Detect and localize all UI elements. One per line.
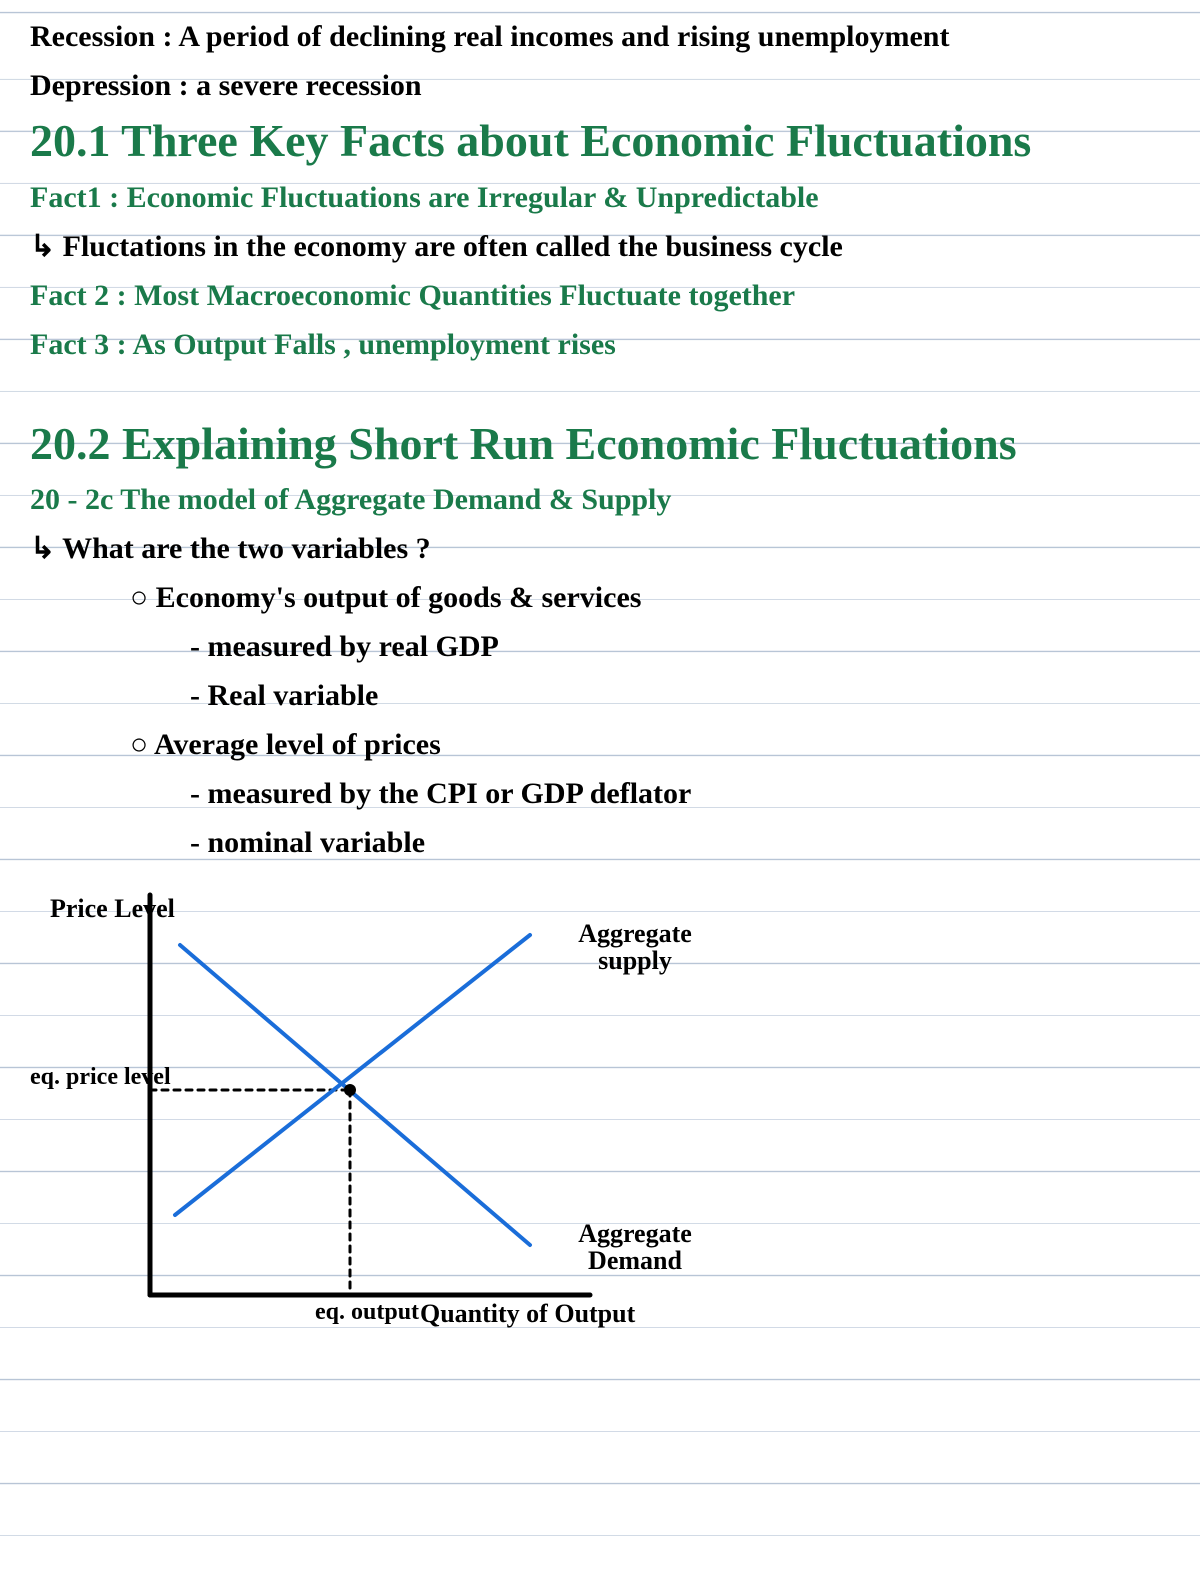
demand-label: Aggregate Demand (540, 1220, 730, 1275)
var2: ○ Average level of prices (30, 722, 1170, 767)
notes-content: Recession : A period of declining real i… (0, 0, 1200, 1355)
var2b: - nominal variable (30, 820, 1170, 865)
y-axis-label: Price Level (50, 895, 175, 922)
def-recession: Recession : A period of declining real i… (30, 14, 1170, 59)
var1b: - Real variable (30, 673, 1170, 718)
fact-1: Fact1 : Economic Fluctuations are Irregu… (30, 175, 1170, 220)
fact-1-note: ↳ Fluctations in the economy are often c… (30, 224, 1170, 269)
var1: ○ Economy's output of goods & services (30, 575, 1170, 620)
section-20-2c: 20 - 2c The model of Aggregate Demand & … (30, 477, 1170, 522)
x-axis-label: Quantity of Output (420, 1300, 635, 1327)
var2a: - measured by the CPI or GDP deflator (30, 771, 1170, 816)
section-20-2-heading: 20.2 Explaining Short Run Economic Fluct… (30, 419, 1170, 470)
fact-3: Fact 3 : As Output Falls , unemployment … (30, 322, 1170, 367)
supply-label: Aggregate supply (540, 920, 730, 975)
def-depression: Depression : a severe recession (30, 63, 1170, 108)
var1a: - measured by real GDP (30, 624, 1170, 669)
fact-2: Fact 2 : Most Macroeconomic Quantities F… (30, 273, 1170, 318)
question-variables: ↳ What are the two variables ? (30, 526, 1170, 571)
eq-output-label: eq. output (315, 1300, 419, 1325)
section-20-1-heading: 20.1 Three Key Facts about Economic Fluc… (30, 116, 1170, 167)
eq-price-label: eq. price level (30, 1065, 171, 1090)
ad-as-chart: Price Level eq. price level eq. output Q… (30, 875, 730, 1355)
